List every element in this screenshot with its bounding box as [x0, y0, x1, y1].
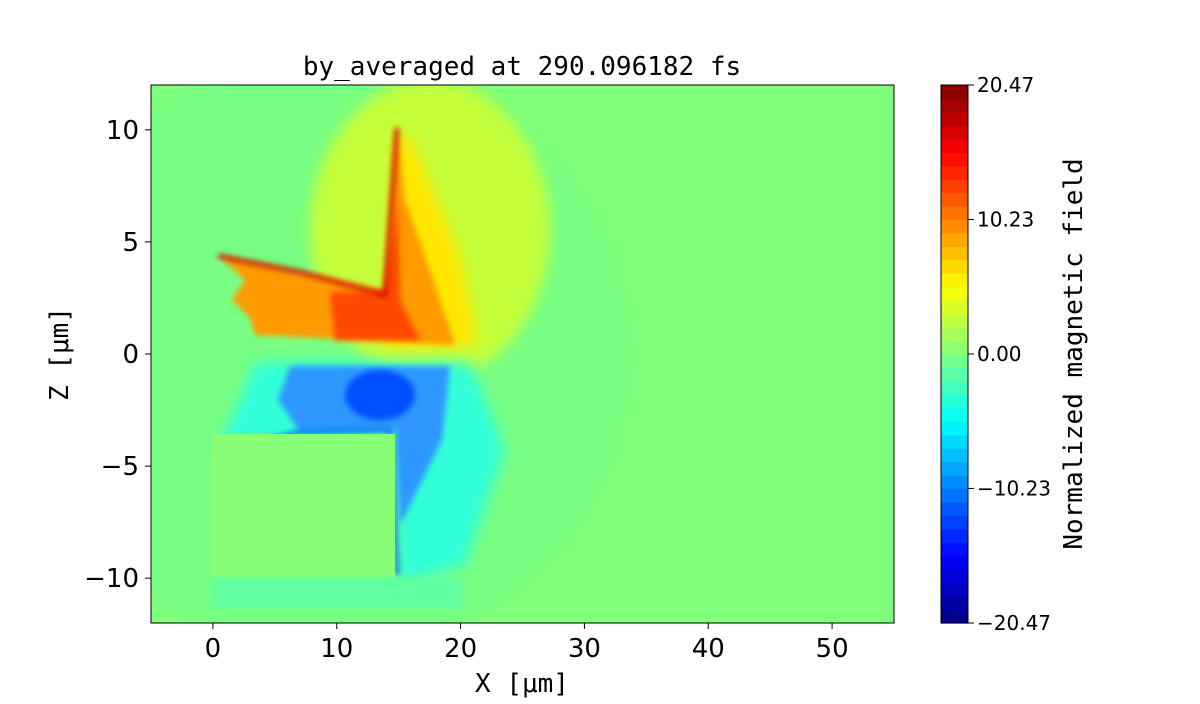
y-tick-label: −10: [84, 564, 139, 594]
colorbar: 20.47 10.23 0.00 −10.23 −20.47: [940, 73, 1051, 635]
y-tick-label: 10: [106, 116, 139, 146]
colorbar-level: [941, 286, 968, 301]
colorbar-level: [941, 354, 968, 369]
colorbar-level: [941, 152, 968, 167]
x-tick-label: 0: [205, 634, 222, 664]
positive-edge: [217, 127, 399, 298]
colorbar-tick-label: 0.00: [977, 342, 1022, 366]
y-axis: −10 −5 0 5 10: [84, 116, 151, 594]
x-axis-label: X [μm]: [475, 669, 569, 699]
colorbar-level: [941, 327, 968, 342]
colorbar-level: [941, 380, 968, 395]
colorbar-level: [941, 609, 968, 624]
y-tick-label: 5: [122, 228, 139, 258]
colorbar-tick-label: 10.23: [977, 208, 1034, 232]
colorbar-level: [941, 165, 968, 180]
colorbar-level: [941, 367, 968, 382]
colorbar-level: [941, 582, 968, 597]
colorbar-level: [941, 179, 968, 194]
colorbar-level: [941, 192, 968, 207]
colorbar-level: [941, 138, 968, 153]
colorbar-level: [941, 434, 968, 449]
colorbar-level: [941, 515, 968, 530]
colorbar-level: [941, 273, 968, 288]
colorbar-level: [941, 475, 968, 490]
x-tick-label: 50: [816, 634, 849, 664]
heatmap-field: [151, 85, 894, 623]
colorbar-level: [941, 596, 968, 611]
y-tick-label: −5: [101, 452, 139, 482]
lower-band: [212, 578, 462, 608]
positive-red-core: [330, 200, 420, 340]
negative-core: [345, 370, 415, 420]
colorbar-level: [941, 125, 968, 140]
colorbar-tick-label: −10.23: [977, 476, 1051, 500]
colorbar-level: [941, 461, 968, 476]
colorbar-level: [941, 542, 968, 557]
colorbar-level: [941, 555, 968, 570]
colorbar-level: [941, 98, 968, 113]
colorbar-label: Normalized magnetic field: [1059, 158, 1089, 549]
colorbar-tick-label: 20.47: [977, 73, 1034, 97]
colorbar-level: [941, 528, 968, 543]
colorbar-level: [941, 206, 968, 221]
x-tick-label: 10: [320, 634, 353, 664]
x-tick-label: 40: [692, 634, 725, 664]
colorbar-level: [941, 259, 968, 274]
y-axis-label: Z [μm]: [45, 307, 75, 401]
colorbar-level: [941, 501, 968, 516]
colorbar-level: [941, 300, 968, 315]
colorbar-level: [941, 448, 968, 463]
y-tick-label: 0: [122, 340, 139, 370]
x-tick-label: 20: [444, 634, 477, 664]
colorbar-level: [941, 421, 968, 436]
colorbar-level: [941, 111, 968, 126]
colorbar-tick-label: −20.47: [977, 611, 1051, 635]
x-axis: 0 10 20 30 40 50: [205, 623, 849, 664]
colorbar-level: [941, 232, 968, 247]
colorbar-level: [941, 407, 968, 422]
colorbar-level: [941, 219, 968, 234]
colorbar-level: [941, 488, 968, 503]
colorbar-level: [941, 313, 968, 328]
colorbar-level: [941, 85, 968, 100]
colorbar-level: [941, 394, 968, 409]
x-tick-label: 30: [568, 634, 601, 664]
chart-title: by_averaged at 290.096182 fs: [303, 52, 741, 82]
colorbar-level: [941, 246, 968, 261]
colorbar-level: [941, 569, 968, 584]
colorbar-level: [941, 340, 968, 355]
target-region: [212, 434, 395, 577]
